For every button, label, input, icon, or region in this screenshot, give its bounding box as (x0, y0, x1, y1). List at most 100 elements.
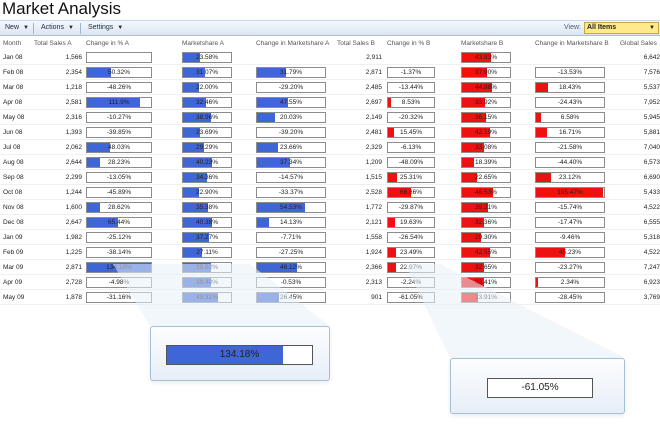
change-b-bar-fill (388, 248, 396, 257)
change-b-bar-value: -13.44% (398, 84, 424, 91)
change-marketshare-b-bar-value (535, 52, 605, 61)
table-row[interactable]: Apr 08 2,581 111.9% 32.46% 47.55% 2,697 8.53% 3… (0, 95, 660, 110)
data-table: Month Total Sales A Change in % A Marketsha… (0, 38, 660, 305)
change-b-bar-value: -20.32% (398, 114, 424, 121)
table-row[interactable]: Jul 08 2,062 48.03% 29.29% 23.66% 2,329 -6.13%… (0, 140, 660, 155)
marketshare-b-bar: 23.91% (461, 292, 511, 303)
total-sales-b-header[interactable]: Total Sales B (337, 40, 375, 47)
month-cell: Jan 09 (3, 234, 23, 241)
change-a-bar: -13.05% (86, 172, 152, 183)
new-menu[interactable]: New ▼ (2, 21, 30, 36)
change-marketshare-a-bar: -29.20% (256, 82, 326, 93)
marketshare-b-bar-fill (462, 203, 488, 212)
change-b-bar-value: 23.49% (399, 249, 423, 256)
table-row[interactable]: Oct 08 1,244 -45.89% 22.90% -33.37% 2,528 66.8… (0, 185, 660, 200)
table-row[interactable]: Apr 09 2,728 -4.98% 39.40% -0.53% 2,313 -2.24%… (0, 275, 660, 290)
marketshare-b-bar-value: 22.65% (474, 174, 498, 181)
change-marketshare-b-bar-value: -28.45% (557, 294, 583, 301)
total-sales-a-cell: 2,647 (65, 219, 82, 226)
change-marketshare-b-bar: 18.43% (535, 82, 605, 93)
marketshare-b-bar-fill (462, 143, 484, 152)
table-row[interactable]: May 08 2,316 -10.27% 38.96% 20.03% 2,149 -20.3… (0, 110, 660, 125)
table-row[interactable]: Dec 08 2,647 65.44% 40.38% 14.13% 2,121 19.63%… (0, 215, 660, 230)
change-marketshare-b-bar: 2.34% (535, 277, 605, 288)
actions-menu[interactable]: Actions ▼ (38, 21, 78, 36)
marketshare-a-bar-fill (183, 113, 211, 122)
change-a-bar: -39.85% (86, 127, 152, 138)
global-sales-cell: 5,881 (643, 129, 660, 136)
total-sales-b-cell: 2,528 (365, 189, 382, 196)
change-marketshare-b-bar: -17.47% (535, 217, 605, 228)
marketshare-b-header[interactable]: Marketshare B (461, 40, 504, 47)
change-a-bar-value: 65.44% (107, 219, 131, 226)
table-row[interactable]: Feb 08 2,354 50.32% 31.07% 31.79% 2,871 -1.37%… (0, 65, 660, 80)
table-row[interactable]: Mar 09 2,871 134.18% 39.62% 46.12% 2,366 22.97… (0, 260, 660, 275)
marketshare-a-bar: 23.58% (182, 52, 232, 63)
change-a-bar-value: 111.9% (108, 99, 130, 106)
view-selector[interactable]: All Items ▼ (584, 22, 659, 34)
change-b-bar-value: -2.24% (400, 279, 422, 286)
change-marketshare-a-bar-fill (257, 203, 305, 212)
marketshare-b-bar-value: 33.92% (474, 99, 498, 106)
change-a-bar-value: 48.03% (107, 144, 131, 151)
total-sales-b-cell: 2,485 (365, 84, 382, 91)
change-a-bar-value: -10.27% (106, 114, 132, 121)
change-b-bar-value: -29.87% (398, 204, 424, 211)
month-cell: May 08 (3, 114, 25, 121)
change-marketshare-b-bar: -13.53% (535, 67, 605, 78)
change-marketshare-a-bar-fill (257, 218, 269, 227)
change-b-bar: -20.32% (387, 112, 435, 123)
table-row[interactable]: Feb 09 1,225 -38.14% 27.11% -27.25% 1,924 23.4… (0, 245, 660, 260)
marketshare-a-bar: 22.90% (182, 187, 232, 198)
table-row[interactable]: Jan 09 1,982 -25.12% 37.27% -7.71% 1,558 -26.5… (0, 230, 660, 245)
change-b-bar: 8.53% (387, 97, 435, 108)
global-sales-cell: 5,318 (643, 234, 660, 241)
table-row[interactable]: Aug 08 2,644 28.23% 40.23% 37.34% 1,209 -48.09… (0, 155, 660, 170)
table-row[interactable]: Sep 08 2,299 -13.05% 34.36% -14.57% 1,515 25.3… (0, 170, 660, 185)
marketshare-b-bar-fill (462, 98, 485, 107)
global-sales-header[interactable]: Global Sales (620, 40, 657, 47)
table-row[interactable]: Nov 08 1,600 28.62% 35.38% 54.53% 1,772 -29.87… (0, 200, 660, 215)
change-b-bar-value: -48.09% (398, 159, 424, 166)
change-marketshare-a-header[interactable]: Change in Marketshare A (256, 40, 330, 47)
change-a-header[interactable]: Change in % A (86, 40, 130, 47)
change-marketshare-b-bar-value: 18.43% (558, 84, 582, 91)
global-sales-cell: 6,555 (643, 219, 660, 226)
table-row[interactable]: Jun 08 1,393 -39.85% 23.69% -39.20% 2,481 15.4… (0, 125, 660, 140)
settings-menu[interactable]: Settings ▼ (85, 21, 127, 36)
marketshare-a-bar: 39.62% (182, 262, 232, 273)
change-a-bar-fill (87, 68, 111, 77)
marketshare-b-bar: 46.53% (461, 187, 511, 198)
change-b-header[interactable]: Change in % B (387, 40, 431, 47)
change-marketshare-b-bar-value: 6.58% (560, 114, 580, 121)
total-sales-a-cell: 1,566 (65, 54, 82, 61)
total-sales-a-header[interactable]: Total Sales A (34, 40, 72, 47)
change-a-bar: -45.89% (86, 187, 152, 198)
table-row[interactable]: May 09 1,878 -31.16% 49.31% 26.45% 901 -61.05%… (0, 290, 660, 305)
marketshare-a-bar-value: 31.07% (195, 69, 219, 76)
marketshare-a-bar-value: 29.29% (195, 144, 219, 151)
marketshare-a-bar-fill (183, 188, 199, 197)
table-row[interactable]: Mar 08 1,218 -48.26% 22.00% -29.20% 2,485 -13.… (0, 80, 660, 95)
month-header[interactable]: Month (3, 40, 22, 47)
marketshare-b-bar-value: 39.21% (474, 204, 498, 211)
change-a-bar: -38.14% (86, 247, 152, 258)
zoomed-change-a-bar: 134.18% (166, 345, 313, 365)
total-sales-b-cell: 2,871 (365, 69, 382, 76)
table-row[interactable]: Jan 08 1,566 23.58% 2,911 43.83% 6,642 (0, 50, 660, 65)
change-b-bar-fill (388, 263, 396, 272)
total-sales-b-cell: 2,481 (365, 129, 382, 136)
change-a-bar-fill (87, 218, 118, 227)
change-marketshare-b-bar: -44.40% (535, 157, 605, 168)
change-marketshare-b-header[interactable]: Change in Marketshare B (535, 40, 609, 47)
change-marketshare-a-bar: 46.12% (256, 262, 326, 273)
page-title: Market Analysis (2, 0, 122, 18)
change-b-bar: 19.63% (387, 217, 435, 228)
change-b-bar: -26.54% (387, 232, 435, 243)
marketshare-a-header[interactable]: Marketshare A (182, 40, 224, 47)
change-marketshare-b-bar-value: 45.23% (558, 249, 582, 256)
marketshare-b-bar: 33.08% (461, 142, 511, 153)
marketshare-b-bar: 33.41% (461, 277, 511, 288)
marketshare-a-bar: 29.29% (182, 142, 232, 153)
change-a-bar-value: 28.62% (107, 204, 131, 211)
